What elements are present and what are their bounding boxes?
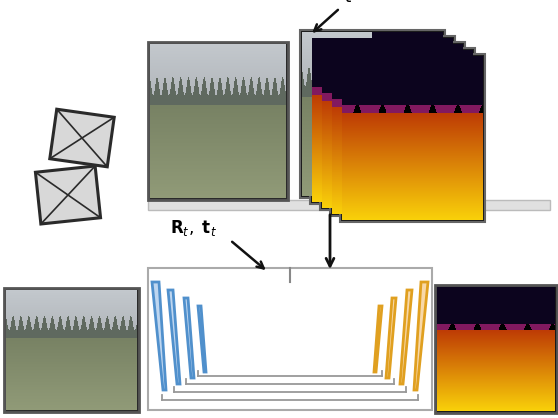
Polygon shape bbox=[152, 282, 166, 390]
Polygon shape bbox=[414, 282, 428, 390]
Bar bbox=[148, 200, 550, 210]
Polygon shape bbox=[184, 298, 194, 378]
Polygon shape bbox=[36, 166, 100, 224]
Bar bbox=[330, 48, 475, 216]
Text: $t$: $t$ bbox=[344, 0, 354, 6]
Polygon shape bbox=[374, 306, 382, 372]
Bar bbox=[340, 54, 485, 222]
Bar bbox=[148, 42, 288, 200]
Polygon shape bbox=[400, 290, 412, 384]
Bar bbox=[435, 285, 557, 413]
Polygon shape bbox=[386, 298, 396, 378]
Bar bbox=[320, 42, 465, 210]
Polygon shape bbox=[50, 109, 114, 167]
Bar bbox=[148, 268, 432, 410]
Bar bbox=[300, 30, 445, 198]
Bar bbox=[4, 288, 139, 412]
Polygon shape bbox=[168, 290, 180, 384]
Bar bbox=[310, 36, 455, 204]
Polygon shape bbox=[198, 306, 206, 372]
Text: $\mathbf{R}_t,\ \mathbf{t}_t$: $\mathbf{R}_t,\ \mathbf{t}_t$ bbox=[170, 218, 217, 238]
